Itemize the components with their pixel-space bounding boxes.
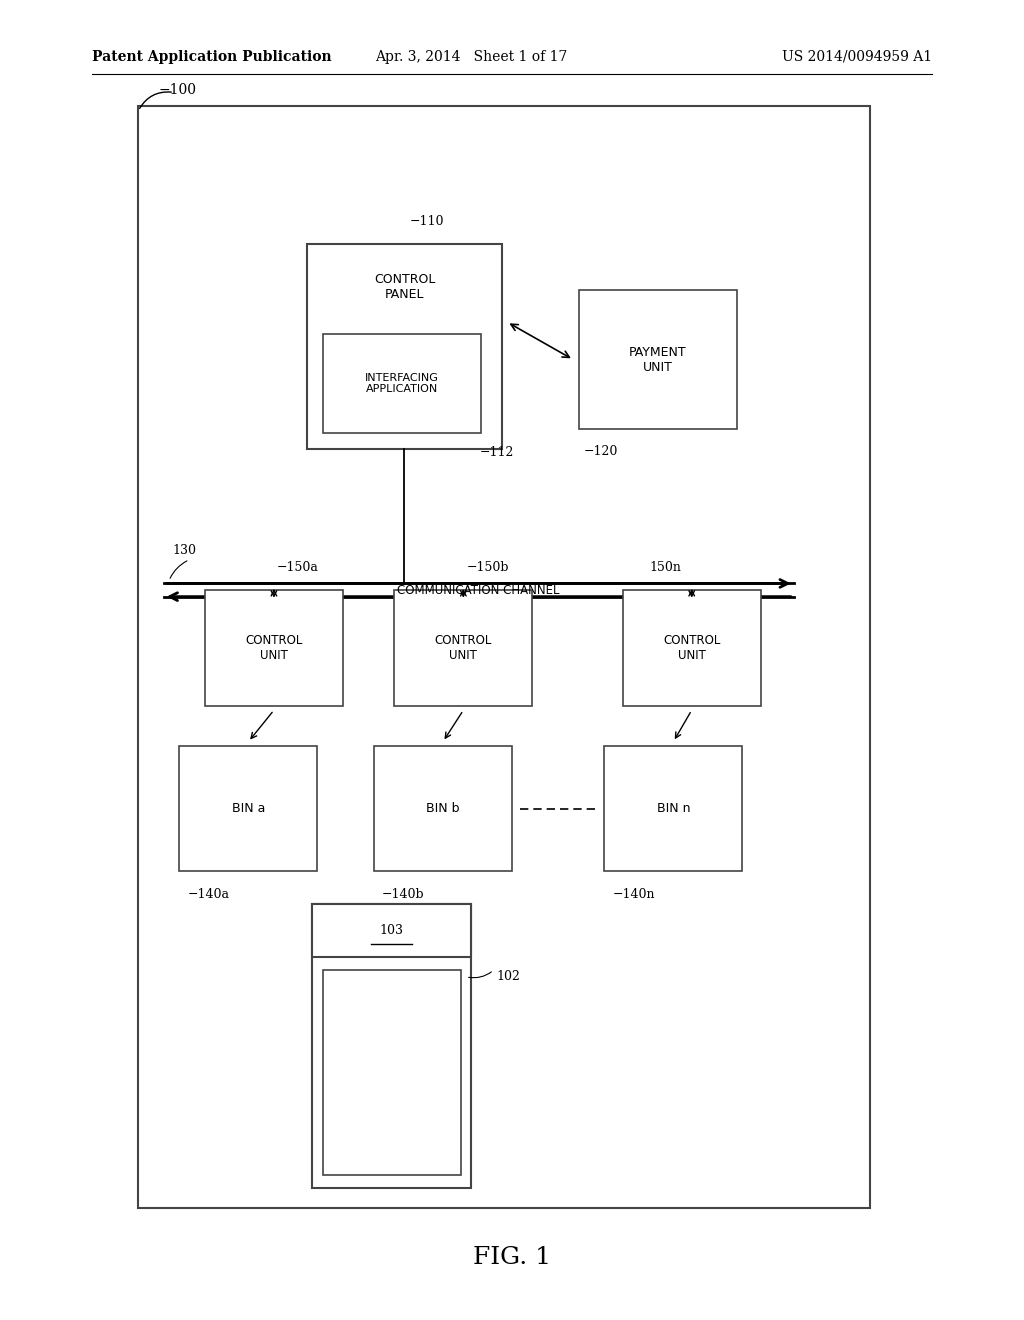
FancyBboxPatch shape <box>312 904 471 957</box>
Text: BIN b: BIN b <box>426 803 460 814</box>
Text: CONTROL
UNIT: CONTROL UNIT <box>663 634 721 663</box>
FancyBboxPatch shape <box>323 970 461 1175</box>
Text: −100: −100 <box>159 83 197 96</box>
Text: BIN a: BIN a <box>231 803 265 814</box>
Text: −140a: −140a <box>187 888 229 902</box>
Text: INTERFACING
APPLICATION: INTERFACING APPLICATION <box>365 372 439 395</box>
Text: −150a: −150a <box>276 561 318 574</box>
FancyBboxPatch shape <box>312 904 471 1188</box>
FancyBboxPatch shape <box>374 746 512 871</box>
Text: CONTROL
UNIT: CONTROL UNIT <box>434 634 493 663</box>
Text: PAYMENT
UNIT: PAYMENT UNIT <box>629 346 687 374</box>
Text: 130: 130 <box>172 544 196 557</box>
Text: 102: 102 <box>497 970 520 983</box>
FancyBboxPatch shape <box>205 590 343 706</box>
FancyBboxPatch shape <box>179 746 317 871</box>
FancyBboxPatch shape <box>394 590 532 706</box>
Text: BIN n: BIN n <box>656 803 690 814</box>
FancyBboxPatch shape <box>623 590 761 706</box>
Text: COMMUNICATION CHANNEL: COMMUNICATION CHANNEL <box>397 583 560 597</box>
Text: Patent Application Publication: Patent Application Publication <box>92 50 332 63</box>
Text: −120: −120 <box>584 445 618 458</box>
Text: −112: −112 <box>479 446 514 459</box>
Text: −140n: −140n <box>612 888 655 902</box>
Text: 150n: 150n <box>649 561 682 574</box>
FancyBboxPatch shape <box>138 106 870 1208</box>
FancyBboxPatch shape <box>579 290 737 429</box>
Text: FIG. 1: FIG. 1 <box>473 1246 551 1270</box>
Text: CONTROL
UNIT: CONTROL UNIT <box>245 634 303 663</box>
Text: Apr. 3, 2014   Sheet 1 of 17: Apr. 3, 2014 Sheet 1 of 17 <box>375 50 567 63</box>
Text: US 2014/0094959 A1: US 2014/0094959 A1 <box>781 50 932 63</box>
Text: 103: 103 <box>380 924 403 937</box>
Text: −150b: −150b <box>467 561 509 574</box>
Text: −140b: −140b <box>382 888 425 902</box>
FancyBboxPatch shape <box>323 334 481 433</box>
Text: −110: −110 <box>410 215 444 228</box>
FancyBboxPatch shape <box>307 244 502 449</box>
FancyBboxPatch shape <box>604 746 742 871</box>
Text: CONTROL
PANEL: CONTROL PANEL <box>374 273 435 301</box>
